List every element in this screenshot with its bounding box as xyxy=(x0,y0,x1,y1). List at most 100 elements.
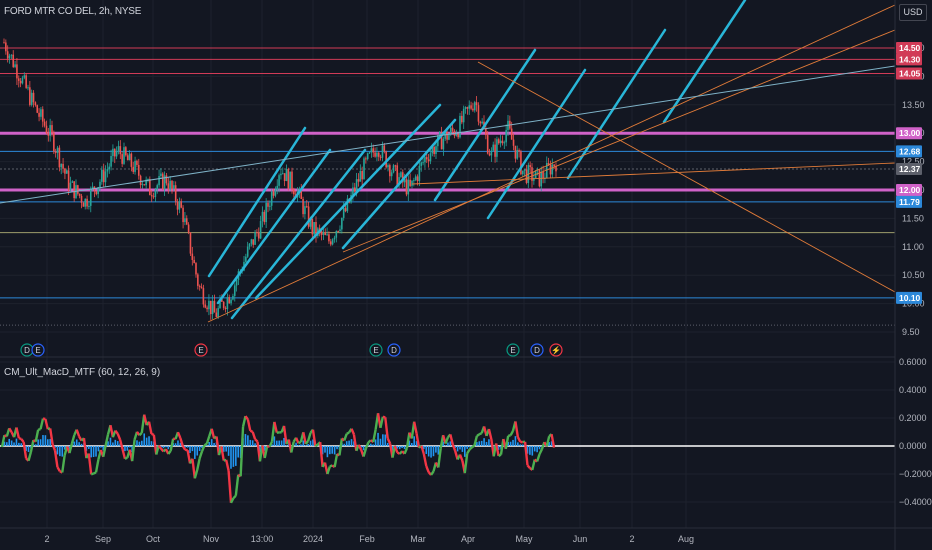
candle-body-42 xyxy=(80,195,83,203)
macd-tick-4: −0.2000 xyxy=(899,469,932,479)
candle-body-205 xyxy=(381,145,384,158)
macd-tick-5: −0.4000 xyxy=(899,497,932,507)
candle-body-64 xyxy=(121,154,123,164)
price-tag-2 xyxy=(896,67,922,80)
candle-body-87 xyxy=(163,175,166,190)
price-tick-6: 12.50 xyxy=(902,157,925,167)
macd-line-seg-38 xyxy=(90,472,95,476)
candle-body-208 xyxy=(387,165,389,168)
candle-body-182 xyxy=(339,229,341,232)
candle-body-166 xyxy=(309,218,312,227)
macd-line-seg-227 xyxy=(545,435,551,447)
candle-body-106 xyxy=(198,285,201,287)
candle-body-3 xyxy=(8,55,11,59)
macd-line-seg-83 xyxy=(198,450,204,459)
candle-body-81 xyxy=(152,196,155,198)
candle-body-110 xyxy=(206,307,208,310)
macd-line-seg-198 xyxy=(476,433,481,438)
candle-body-4 xyxy=(10,54,13,56)
macd-line-seg-133 xyxy=(318,442,324,467)
macd-line-seg-35 xyxy=(82,438,88,459)
price-tag-label-1: 14.30 xyxy=(899,54,921,64)
candle-body-58 xyxy=(110,156,112,167)
candle-body-21 xyxy=(41,109,44,122)
candle-body-60 xyxy=(113,148,116,157)
cyan-channel-line-6 xyxy=(486,68,587,220)
price-tick-3: 11.00 xyxy=(902,242,924,252)
candle-body-259 xyxy=(481,121,483,124)
candle-body-229 xyxy=(425,157,428,160)
candle-body-48 xyxy=(91,186,94,189)
macd-line-seg-128 xyxy=(306,432,312,442)
macd-line-seg-195 xyxy=(468,446,473,451)
candle-body-62 xyxy=(117,146,120,151)
cyan-channel-line-5 xyxy=(433,48,537,202)
candle-body-34 xyxy=(65,170,68,174)
candle-body-249 xyxy=(462,108,465,123)
candle-body-79 xyxy=(149,179,151,196)
candle-body-47 xyxy=(89,188,92,206)
candle-body-197 xyxy=(366,153,369,160)
candle-body-287 xyxy=(533,178,535,181)
candle-body-97 xyxy=(182,207,184,223)
candle-body-238 xyxy=(442,138,445,150)
candle-body-221 xyxy=(411,180,413,186)
candle-body-25 xyxy=(49,125,51,136)
macd-line-seg-191 xyxy=(458,454,464,462)
macd-line-seg-175 xyxy=(420,445,425,455)
candle-body-272 xyxy=(505,129,507,143)
time-tick-7: Mar xyxy=(410,534,426,544)
candle-body-210 xyxy=(390,172,393,177)
candle-body-66 xyxy=(125,147,127,156)
candle-body-96 xyxy=(180,201,183,208)
candle-body-33 xyxy=(64,168,66,174)
macd-line-seg-24 xyxy=(56,466,61,472)
macd-line-seg-13 xyxy=(29,439,35,453)
macd-line-seg-9 xyxy=(20,438,25,443)
candle-body-253 xyxy=(470,105,472,109)
candle-body-125 xyxy=(233,285,236,296)
macd-line-seg-80 xyxy=(191,458,197,479)
candle-body-88 xyxy=(165,175,168,184)
event-marker-6 xyxy=(530,343,544,357)
macd-line-seg-124 xyxy=(297,440,302,445)
cyan-channel-line-8 xyxy=(662,0,747,124)
macd-line-seg-173 xyxy=(415,433,421,448)
macd-line-seg-121 xyxy=(290,441,295,453)
candle-body-112 xyxy=(209,300,212,315)
event-marker-label-2: E xyxy=(198,346,203,355)
indicator-label[interactable]: CM_Ult_MacD_MTF (60, 12, 26, 9) xyxy=(4,367,161,378)
macd-line-seg-110 xyxy=(263,446,269,459)
price-tag-3 xyxy=(896,127,922,140)
macd-line-seg-96 xyxy=(229,497,235,504)
candle-body-201 xyxy=(374,152,376,157)
time-axis[interactable]: 2 Sep Oct Nov 13:00 2024 Feb Mar Apr May Jun 2 Aug xyxy=(44,534,694,544)
macd-line-seg-60 xyxy=(143,414,148,426)
candle-body-101 xyxy=(189,232,192,254)
candle-body-135 xyxy=(252,239,255,245)
orange-trend-line-0 xyxy=(207,4,896,323)
macd-line-seg-1 xyxy=(0,434,6,448)
symbol-title[interactable]: FORD MTR CO DEL, 2h, NYSE xyxy=(4,6,142,17)
candle-body-147 xyxy=(274,189,277,196)
macd-line-seg-176 xyxy=(422,453,428,467)
candle-body-67 xyxy=(126,155,129,161)
time-tick-0: 2 xyxy=(44,534,49,544)
event-marker-label-5: E xyxy=(510,346,515,355)
candle-body-169 xyxy=(315,221,317,236)
event-marker-label-0: D xyxy=(24,346,30,355)
candle-body-148 xyxy=(276,185,279,190)
cyan-channel-line-0 xyxy=(207,126,307,278)
macd-line-seg-182 xyxy=(437,448,442,468)
currency-button[interactable]: USD xyxy=(899,4,927,21)
candle-body-61 xyxy=(115,150,118,157)
candle-body-283 xyxy=(525,169,528,183)
candle-body-85 xyxy=(160,173,162,177)
macd-line-seg-146 xyxy=(350,428,356,435)
candle-body-31 xyxy=(60,163,63,168)
candle-body-230 xyxy=(427,159,430,162)
cyan-channel-line-2 xyxy=(230,148,367,320)
macd-axis[interactable]: 0.6000 0.4000 0.2000 0.0000 −0.2000 −0.4000 xyxy=(899,357,932,507)
price-tick-0: 9.50 xyxy=(902,327,920,337)
